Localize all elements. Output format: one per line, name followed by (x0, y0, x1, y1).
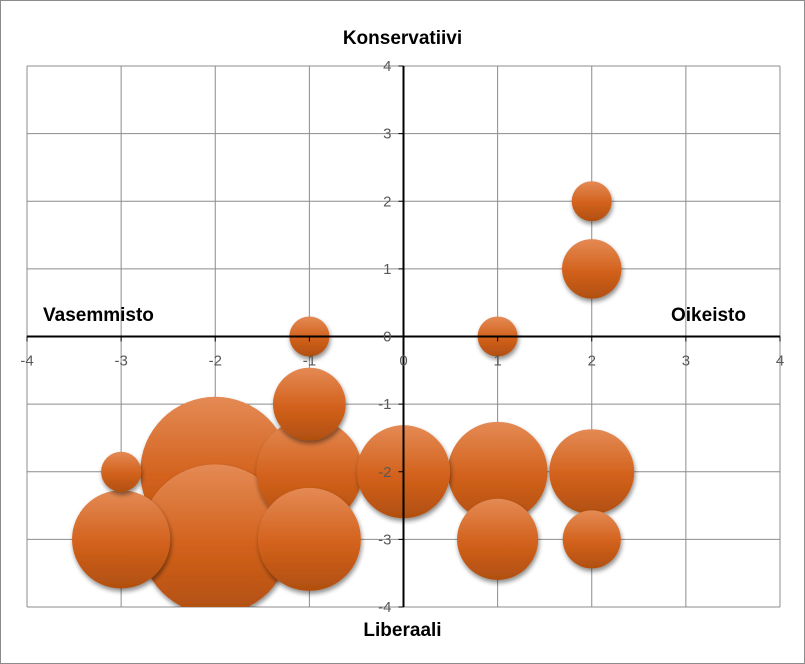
bubble-point (562, 239, 622, 299)
y-tick-label: -1 (378, 396, 391, 413)
bubble-point (101, 451, 142, 492)
label-vasemmisto: Vasemmisto (43, 305, 154, 326)
x-tick-label: 1 (493, 353, 501, 370)
bubble-layer (72, 181, 635, 607)
x-tick-label: -4 (20, 353, 33, 370)
y-tick-label: 1 (383, 261, 391, 278)
x-tick-label: 0 (399, 353, 407, 370)
x-tick-label: -2 (209, 353, 222, 370)
y-tick-label: 0 (383, 329, 391, 346)
x-tick-label: -3 (114, 353, 127, 370)
bubble-point (571, 181, 612, 222)
x-tick-label: -1 (303, 353, 316, 370)
bubble-point (72, 490, 171, 589)
bubble-point (257, 487, 361, 591)
bubble-point (140, 464, 291, 607)
bubble-point (447, 421, 548, 522)
y-tick-label: -4 (378, 599, 391, 616)
bubble-point (549, 429, 635, 515)
x-tick-label: 2 (588, 353, 596, 370)
axes (26, 65, 781, 608)
y-tick-label: 3 (383, 126, 391, 143)
y-tick-label: -3 (378, 531, 391, 548)
label-liberaali: Liberaali (363, 620, 442, 641)
bubble-point (272, 367, 346, 441)
label-konservatiivi: Konservatiivi (342, 28, 463, 49)
y-tick-label: 4 (383, 58, 391, 75)
y-tick-label: -2 (378, 464, 391, 481)
tick-labels: -4 -3 -2 -1 0 1 2 3 4 -4 -3 -2 -1 0 1 2 3 4 (20, 58, 784, 616)
x-tick-label: 3 (682, 353, 690, 370)
x-tick-label: 4 (776, 353, 784, 370)
label-oikeisto: Oikeisto (671, 305, 746, 326)
bubble-point (562, 510, 621, 569)
y-tick-label: 2 (383, 193, 391, 210)
bubble-point (457, 498, 539, 580)
